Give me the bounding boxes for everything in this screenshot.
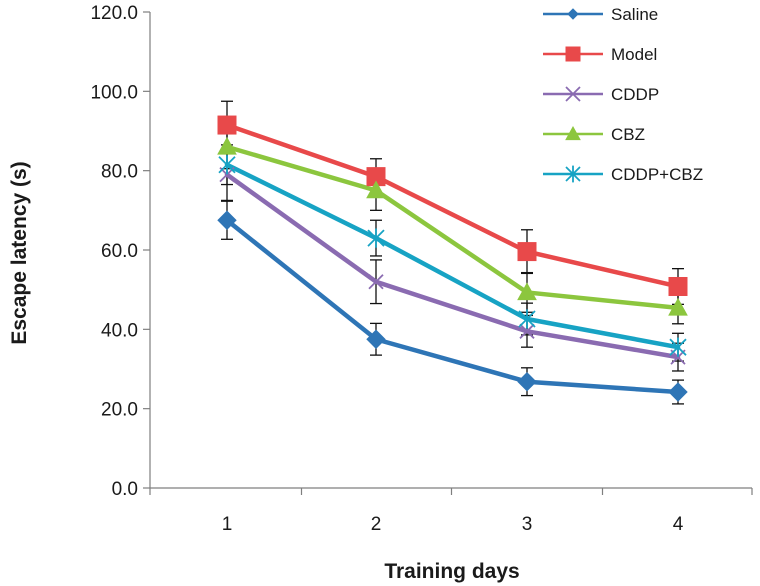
point-cbz	[668, 297, 688, 316]
point-cbz	[366, 180, 386, 199]
point-cbz	[517, 282, 537, 301]
x-tick-label: 1	[222, 514, 233, 535]
legend-label: Saline	[611, 5, 658, 24]
point-model	[668, 276, 688, 296]
legend-item-model: Model	[543, 45, 657, 64]
series-lines	[224, 122, 681, 395]
point-saline	[366, 329, 386, 349]
legend-swatch-marker	[565, 86, 581, 102]
y-tick-label: 20.0	[101, 400, 138, 421]
series-line-cddp	[224, 172, 681, 360]
point-model	[517, 242, 537, 262]
y-tick-label: 40.0	[101, 320, 138, 341]
point-cddp-cbz	[218, 155, 236, 175]
y-axis-title: Escape latency (s)	[8, 161, 31, 344]
legend-item-cddp-cbz: CDDP+CBZ	[543, 165, 703, 184]
point-cddp	[368, 274, 384, 290]
legend-swatch-marker	[565, 46, 581, 62]
point-model	[217, 115, 237, 135]
legend-item-saline: Saline	[543, 5, 658, 24]
series-line-cbz	[224, 144, 681, 311]
legend-item-cbz: CBZ	[543, 125, 645, 144]
point-saline	[517, 371, 537, 392]
x-tick-label: 3	[522, 514, 533, 535]
legend-swatch-marker	[565, 165, 581, 183]
y-tick-label: 120.0	[90, 3, 138, 24]
y-tick-label: 100.0	[90, 82, 138, 103]
point-cddp-stroke	[368, 274, 384, 290]
y-tick-label: 80.0	[101, 162, 138, 183]
legend-label: CDDP+CBZ	[611, 165, 703, 184]
legend-label: CBZ	[611, 125, 645, 144]
point-cddp-cbz	[669, 337, 687, 357]
point-saline	[668, 382, 688, 402]
point-cddp	[519, 323, 535, 339]
legend-label: Model	[611, 45, 657, 64]
point-cddp-cbz	[518, 309, 536, 329]
series-line-saline	[224, 218, 681, 395]
legend-label: CDDP	[611, 85, 659, 104]
point-saline	[217, 210, 237, 230]
legend-swatch-marker	[565, 125, 581, 141]
series-line-cddp-cbz	[224, 162, 681, 350]
x-tick-label: 2	[371, 514, 382, 535]
tick-labels: 0.0 20.0 40.0 60.0 80.0 100.0 120.0 1 2 3 4	[90, 3, 683, 535]
point-cddp-stroke	[519, 323, 535, 339]
legend-swatch-marker-stroke	[565, 86, 581, 102]
legend: Saline Model CDDP CBZ CDDP+CBZ	[543, 5, 703, 184]
series-markers	[217, 115, 688, 402]
y-tick-label: 0.0	[112, 479, 138, 500]
x-axis-title: Training days	[384, 560, 519, 583]
axes	[143, 11, 753, 495]
x-tick-label: 4	[673, 514, 684, 535]
legend-swatch-marker	[567, 8, 579, 20]
point-cbz	[217, 136, 237, 155]
series-line-model	[224, 122, 681, 289]
y-tick-label: 60.0	[101, 241, 138, 262]
legend-item-cddp: CDDP	[543, 85, 659, 104]
point-cddp-cbz	[367, 228, 385, 248]
